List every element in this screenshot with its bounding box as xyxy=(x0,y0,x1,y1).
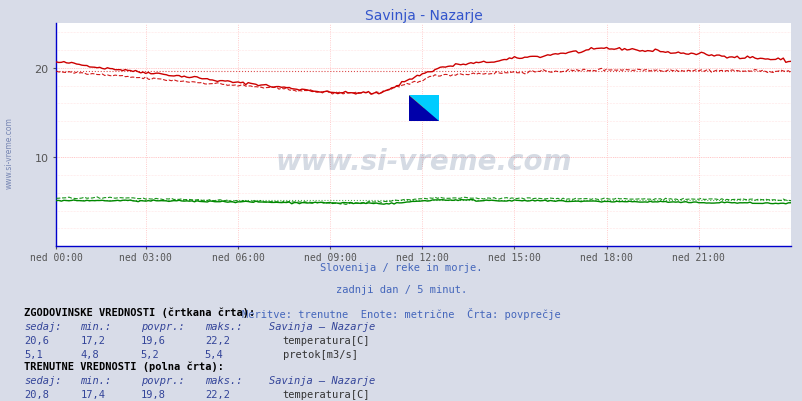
Polygon shape xyxy=(408,96,439,122)
Text: Savinja – Nazarje: Savinja – Nazarje xyxy=(269,375,375,385)
Text: sedaj:: sedaj: xyxy=(24,321,62,331)
Text: 17,2: 17,2 xyxy=(80,335,105,345)
Polygon shape xyxy=(408,96,439,122)
Text: 20,8: 20,8 xyxy=(24,389,49,399)
Title: Savinja - Nazarje: Savinja - Nazarje xyxy=(364,9,482,23)
Text: www.si-vreme.com: www.si-vreme.com xyxy=(275,148,571,176)
Text: maks.:: maks.: xyxy=(205,321,242,331)
Text: temperatura[C]: temperatura[C] xyxy=(282,389,370,399)
Text: 22,2: 22,2 xyxy=(205,335,229,345)
Text: pretok[m3/s]: pretok[m3/s] xyxy=(282,349,357,359)
Text: ZGODOVINSKE VREDNOSTI (črtkana črta):: ZGODOVINSKE VREDNOSTI (črtkana črta): xyxy=(24,307,255,317)
Text: 19,8: 19,8 xyxy=(140,389,165,399)
Text: sedaj:: sedaj: xyxy=(24,375,62,385)
Text: Meritve: trenutne  Enote: metrične  Črta: povprečje: Meritve: trenutne Enote: metrične Črta: … xyxy=(242,307,560,319)
Text: zadnji dan / 5 minut.: zadnji dan / 5 minut. xyxy=(335,285,467,295)
Text: temperatura[C]: temperatura[C] xyxy=(282,335,370,345)
Text: Slovenija / reke in morje.: Slovenija / reke in morje. xyxy=(320,263,482,273)
Text: www.si-vreme.com: www.si-vreme.com xyxy=(5,117,14,188)
Text: 4,8: 4,8 xyxy=(80,349,99,359)
Text: Savinja – Nazarje: Savinja – Nazarje xyxy=(269,321,375,331)
Text: povpr.:: povpr.: xyxy=(140,321,184,331)
Text: povpr.:: povpr.: xyxy=(140,375,184,385)
Text: 5,4: 5,4 xyxy=(205,349,223,359)
Text: 17,4: 17,4 xyxy=(80,389,105,399)
Text: maks.:: maks.: xyxy=(205,375,242,385)
Text: 5,2: 5,2 xyxy=(140,349,159,359)
Text: min.:: min.: xyxy=(80,375,111,385)
Text: 22,2: 22,2 xyxy=(205,389,229,399)
Text: min.:: min.: xyxy=(80,321,111,331)
Text: 20,6: 20,6 xyxy=(24,335,49,345)
Text: TRENUTNE VREDNOSTI (polna črta):: TRENUTNE VREDNOSTI (polna črta): xyxy=(24,361,224,371)
Polygon shape xyxy=(408,96,439,122)
Text: 19,6: 19,6 xyxy=(140,335,165,345)
Text: 5,1: 5,1 xyxy=(24,349,43,359)
